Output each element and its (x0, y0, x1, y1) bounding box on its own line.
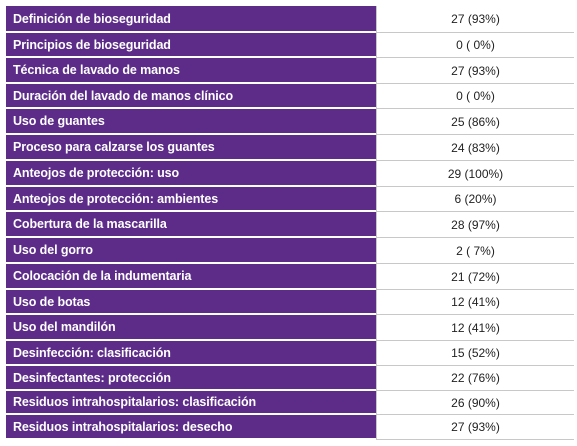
row-value: 25 (86%) (376, 109, 574, 135)
table-row: Técnica de lavado de manos 27 (93%) (6, 58, 574, 84)
row-value: 6 (20%) (376, 187, 574, 212)
row-label: Anteojos de protección: ambientes (6, 187, 376, 212)
row-value: 15 (52%) (376, 341, 574, 366)
row-value: 12 (41%) (376, 315, 574, 341)
table-row: Principios de bioseguridad 0 ( 0%) (6, 33, 574, 58)
row-label: Definición de bioseguridad (6, 6, 376, 33)
row-label: Técnica de lavado de manos (6, 58, 376, 84)
row-label: Principios de bioseguridad (6, 33, 376, 58)
row-value: 26 (90%) (376, 391, 574, 415)
row-label: Desinfección: clasificación (6, 341, 376, 366)
row-label: Uso de guantes (6, 109, 376, 135)
row-value: 27 (93%) (376, 6, 574, 33)
row-value: 22 (76%) (376, 366, 574, 391)
table-row: Cobertura de la mascarilla 28 (97%) (6, 212, 574, 238)
row-label: Anteojos de protección: uso (6, 161, 376, 187)
table-row: Desinfectantes: protección 22 (76%) (6, 366, 574, 391)
row-label: Residuos intrahospitalarios: desecho (6, 415, 376, 440)
table-row: Proceso para calzarse los guantes 24 (83… (6, 135, 574, 161)
row-label: Uso de botas (6, 290, 376, 315)
row-label: Residuos intrahospitalarios: clasificaci… (6, 391, 376, 415)
row-label: Cobertura de la mascarilla (6, 212, 376, 238)
table-row: Residuos intrahospitalarios: desecho 27 … (6, 415, 574, 440)
row-value: 27 (93%) (376, 415, 574, 440)
table-row: Uso del mandilón 12 (41%) (6, 315, 574, 341)
table-row: Uso de botas 12 (41%) (6, 290, 574, 315)
table-row: Colocación de la indumentaria 21 (72%) (6, 264, 574, 290)
row-label: Uso del mandilón (6, 315, 376, 341)
row-label: Colocación de la indumentaria (6, 264, 376, 290)
row-value: 27 (93%) (376, 58, 574, 84)
row-value: 21 (72%) (376, 264, 574, 290)
row-value: 2 ( 7%) (376, 238, 574, 264)
table-row: Definición de bioseguridad 27 (93%) (6, 6, 574, 33)
table-row: Desinfección: clasificación 15 (52%) (6, 341, 574, 366)
row-label: Proceso para calzarse los guantes (6, 135, 376, 161)
row-value: 0 ( 0%) (376, 33, 574, 58)
table-row: Residuos intrahospitalarios: clasificaci… (6, 391, 574, 415)
table-row: Uso de guantes 25 (86%) (6, 109, 574, 135)
row-value: 24 (83%) (376, 135, 574, 161)
row-value: 28 (97%) (376, 212, 574, 238)
table-row: Uso del gorro 2 ( 7%) (6, 238, 574, 264)
table-row: Anteojos de protección: ambientes 6 (20%… (6, 187, 574, 212)
row-label: Duración del lavado de manos clínico (6, 84, 376, 109)
row-label: Uso del gorro (6, 238, 376, 264)
row-value: 29 (100%) (376, 161, 574, 187)
results-table: Definición de bioseguridad 27 (93%) Prin… (6, 6, 574, 440)
row-value: 12 (41%) (376, 290, 574, 315)
table-row: Duración del lavado de manos clínico 0 (… (6, 84, 574, 109)
table-row: Anteojos de protección: uso 29 (100%) (6, 161, 574, 187)
row-value: 0 ( 0%) (376, 84, 574, 109)
row-label: Desinfectantes: protección (6, 366, 376, 391)
